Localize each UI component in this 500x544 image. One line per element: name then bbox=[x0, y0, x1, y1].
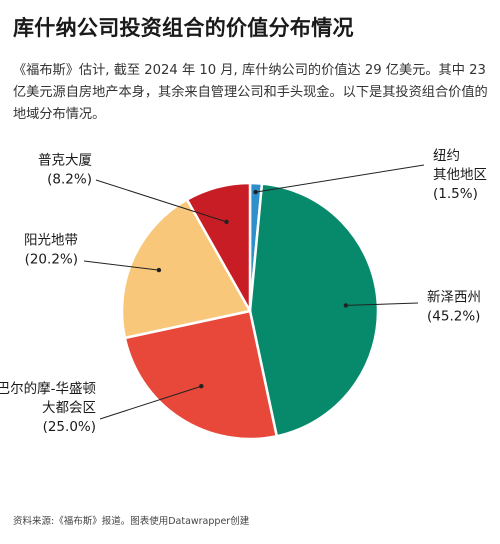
chart-title: 库什纳公司投资组合的价值分布情况 bbox=[13, 16, 354, 40]
slice-name-label-2: 新泽西州 bbox=[427, 290, 481, 306]
slice-name-label-4: 阳光地带 bbox=[24, 233, 78, 249]
leader-dot-2 bbox=[343, 303, 349, 308]
leader-lines bbox=[83, 164, 425, 420]
slice-value-label-5: (8.2%) bbox=[47, 172, 92, 188]
slice-value-label-2: (45.2%) bbox=[427, 309, 480, 325]
source-note: 资料来源:《福布斯》报道。图表使用Datawrapper创建 bbox=[13, 516, 250, 527]
leader-line-3 bbox=[99, 385, 202, 420]
chart-subtitle: 《福布斯》估计, 截至 2024 年 10 月, 库什纳公司的价值达 29 亿美… bbox=[13, 63, 488, 122]
slice-name-label-1: 纽约 bbox=[433, 148, 460, 164]
pie-slice-3 bbox=[123, 309, 278, 441]
pie-slice-2 bbox=[248, 182, 380, 438]
slice-value-label-1: (1.5%) bbox=[433, 186, 478, 202]
slice-value-label-4: (20.2%) bbox=[25, 252, 78, 268]
leader-line-2 bbox=[345, 302, 419, 306]
leader-line-1 bbox=[255, 164, 425, 193]
leader-dot-3 bbox=[199, 384, 204, 389]
pie-slice-4 bbox=[120, 198, 252, 340]
slice-name-label-1: 其他地区 bbox=[433, 167, 487, 183]
slice-name-label-5: 普克大厦 bbox=[38, 153, 92, 169]
pie-slices bbox=[120, 181, 380, 441]
leader-line-4 bbox=[83, 260, 159, 271]
slice-name-label-3: 巴尔的摩-华盛顿 bbox=[0, 380, 96, 397]
slice-name-label-3: 大都会区 bbox=[42, 400, 96, 416]
slice-value-label-3: (25.0%) bbox=[43, 419, 96, 435]
leader-line-5 bbox=[95, 179, 227, 223]
pie-slice-5 bbox=[185, 181, 252, 313]
